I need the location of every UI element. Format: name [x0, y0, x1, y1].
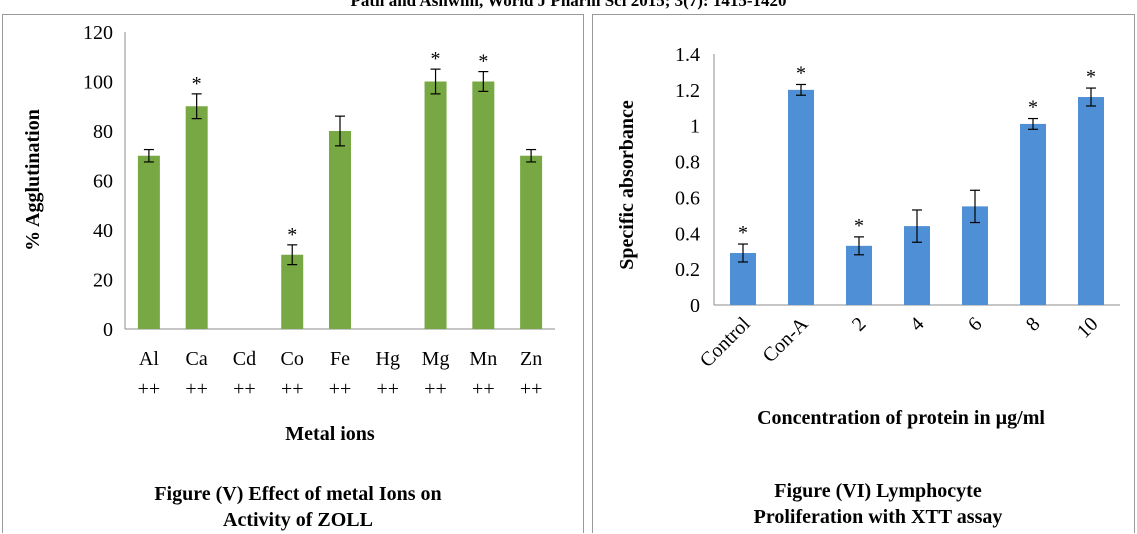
significance-star: *	[796, 62, 806, 84]
x-tick-label: Control	[696, 313, 755, 372]
bar-8	[1020, 123, 1046, 306]
bar-zn	[520, 155, 543, 329]
significance-star: *	[1086, 66, 1096, 88]
x-tick-label-mg: Mg	[422, 348, 450, 370]
page-header: Patil and Ashwini, World J Pharm Sci 201…	[350, 0, 787, 10]
x-axis-title: Concentration of protein in µg/ml	[757, 407, 1045, 429]
y-axis-title: Specific absorbance	[616, 100, 638, 270]
y-tick-label: 120	[83, 22, 113, 44]
y-tick-label: 20	[93, 270, 113, 292]
y-tick-label: 0.8	[675, 152, 700, 174]
lymphocyte-bar-chart: 0 0.2 0.4 0.6 0.8 1 1.2 1.4 * Control * Con-A * 2 4 6 * 8…	[616, 44, 1120, 429]
figure-v-caption-line-2: Activity of ZOLL	[223, 509, 373, 531]
chart-panel-metal-ions: 0 20 40 60 80 100 120 Al ++ * Ca ++ Cd ++ * Co ++ Fe ++ Hg +…	[2, 14, 584, 533]
y-axis-title: % Agglutination	[22, 109, 44, 251]
y-tick-label: 0.4	[675, 223, 700, 245]
y-tick-label: 0.2	[675, 259, 700, 281]
x-tick-label: Con-A	[758, 313, 812, 367]
y-tick-label: 1.4	[675, 44, 700, 66]
figure-v-caption-line-1: Figure (V) Effect of metal Ions on	[154, 483, 442, 505]
figure-v-caption: Figure (V) Effect of metal Ions on Activ…	[63, 481, 533, 533]
y-tick-label: 60	[93, 171, 113, 193]
x-tick-sublabel: ++	[472, 378, 495, 400]
significance-star: *	[192, 73, 202, 95]
bar-fe	[329, 131, 351, 329]
x-tick-label: 10	[1073, 313, 1103, 343]
bar-2	[846, 245, 872, 305]
y-tick-label: 1.2	[675, 80, 700, 102]
x-tick-label-al: Al	[139, 348, 159, 370]
x-tick-label-co: Co	[281, 348, 304, 370]
y-tick-label: 1	[690, 116, 700, 138]
x-tick-label: 4	[906, 313, 929, 336]
x-tick-label-hg: Hg	[376, 348, 400, 370]
x-tick-sublabel: ++	[281, 378, 304, 400]
bar-co	[281, 254, 304, 329]
y-tick-label: 40	[93, 220, 113, 242]
x-tick-sublabel: ++	[520, 378, 543, 400]
x-tick-sublabel: ++	[329, 378, 352, 400]
x-tick-label-cd: Cd	[233, 348, 256, 370]
bar-con-a	[788, 89, 814, 305]
x-tick-sublabel: ++	[376, 378, 399, 400]
y-tick-label: 0.6	[675, 187, 700, 209]
y-tick-label: 100	[83, 72, 113, 94]
bar-ca	[185, 106, 208, 329]
x-tick-label-mn: Mn	[469, 348, 497, 370]
significance-star: *	[287, 224, 297, 246]
figure-vi-caption-line-1: Figure (VI) Lymphocyte	[774, 480, 982, 502]
chart-panel-lymphocyte: 0 0.2 0.4 0.6 0.8 1 1.2 1.4 * Control * Con-A * 2 4 6 * 8…	[592, 14, 1135, 533]
x-tick-sublabel: ++	[233, 378, 256, 400]
figure-vi-caption: Figure (VI) Lymphocyte Proliferation wit…	[653, 478, 1103, 530]
x-tick-label-zn: Zn	[520, 348, 542, 370]
metal-ions-bar-chart: 0 20 40 60 80 100 120 Al ++ * Ca ++ Cd ++ * Co ++ Fe ++ Hg +…	[22, 22, 555, 445]
significance-star: *	[478, 51, 488, 73]
x-tick-sublabel: ++	[424, 378, 447, 400]
x-tick-sublabel: ++	[138, 378, 161, 400]
y-tick-label: 80	[93, 121, 113, 143]
x-axis-title: Metal ions	[285, 423, 375, 445]
y-tick-label: 0	[690, 295, 700, 317]
x-tick-label: 2	[848, 313, 871, 336]
significance-star: *	[431, 48, 441, 70]
x-tick-label: 8	[1022, 313, 1045, 336]
significance-star: *	[1028, 97, 1038, 119]
bar-mg	[424, 81, 447, 329]
bar-al	[137, 155, 160, 329]
bar-mn	[472, 81, 495, 329]
x-tick-label-fe: Fe	[330, 348, 350, 370]
x-tick-label-ca: Ca	[186, 348, 208, 370]
y-tick-label: 0	[103, 319, 113, 341]
x-tick-sublabel: ++	[185, 378, 208, 400]
significance-star: *	[854, 215, 864, 237]
significance-star: *	[738, 222, 748, 244]
x-tick-label: 6	[964, 313, 987, 336]
bar-10	[1078, 97, 1104, 306]
figure-vi-caption-line-2: Proliferation with XTT assay	[753, 506, 1003, 528]
